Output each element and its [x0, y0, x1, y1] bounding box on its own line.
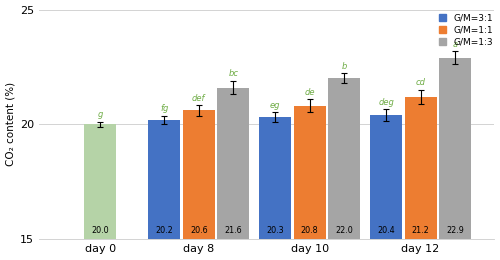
- Text: cd: cd: [416, 78, 426, 87]
- Bar: [218, 88, 250, 239]
- Text: 21.6: 21.6: [224, 226, 242, 236]
- Text: bc: bc: [228, 69, 238, 78]
- Text: 20.3: 20.3: [266, 226, 284, 236]
- Bar: [328, 78, 360, 239]
- Bar: [439, 58, 471, 239]
- Text: 20.0: 20.0: [92, 226, 109, 236]
- Bar: [370, 115, 402, 239]
- Text: a: a: [452, 40, 458, 49]
- Bar: [294, 106, 326, 239]
- Bar: [404, 97, 436, 239]
- Text: 22.0: 22.0: [336, 226, 353, 236]
- Text: 20.6: 20.6: [190, 226, 208, 236]
- Bar: [84, 124, 116, 239]
- Text: deg: deg: [378, 98, 394, 107]
- Text: 21.2: 21.2: [412, 226, 430, 236]
- Y-axis label: CO₂ content (%): CO₂ content (%): [6, 82, 16, 166]
- Bar: [148, 120, 180, 239]
- Text: fg: fg: [160, 104, 168, 113]
- Text: 20.8: 20.8: [301, 226, 318, 236]
- Bar: [259, 117, 291, 239]
- Text: de: de: [304, 88, 315, 97]
- Legend: G/M=3:1, G/M=1:1, G/M=1:3: G/M=3:1, G/M=1:1, G/M=1:3: [437, 12, 494, 49]
- Text: eg: eg: [270, 101, 280, 109]
- Text: b: b: [342, 62, 347, 70]
- Text: 22.9: 22.9: [446, 226, 464, 236]
- Text: 20.2: 20.2: [156, 226, 173, 236]
- Text: 20.4: 20.4: [377, 226, 395, 236]
- Text: g: g: [98, 110, 103, 119]
- Text: def: def: [192, 94, 205, 103]
- Bar: [183, 110, 215, 239]
